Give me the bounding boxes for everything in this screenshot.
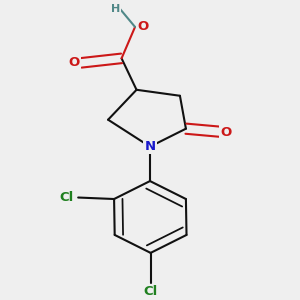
Text: Cl: Cl <box>143 285 158 298</box>
Text: Cl: Cl <box>59 191 73 204</box>
Text: O: O <box>68 56 79 69</box>
Text: O: O <box>137 20 148 33</box>
Text: N: N <box>144 140 156 153</box>
Text: H: H <box>111 4 120 14</box>
Text: O: O <box>221 126 232 139</box>
